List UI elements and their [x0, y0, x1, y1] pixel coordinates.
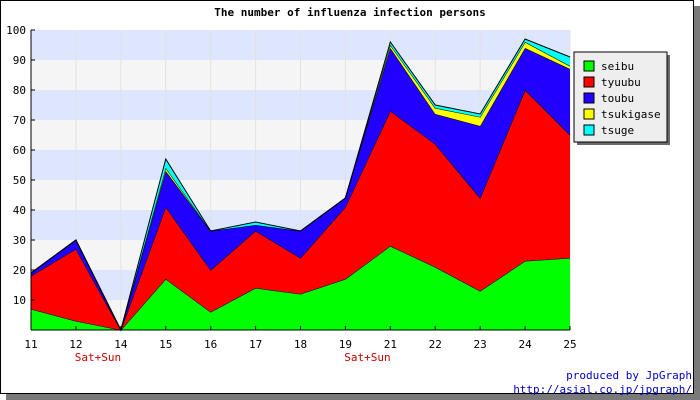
legend-label-tsukigase: tsukigase	[601, 108, 661, 121]
legend-swatch-tsukigase	[583, 108, 595, 120]
x-tick-note: Sat+Sun	[344, 351, 390, 364]
y-tick-label: 10	[13, 294, 26, 307]
footer-credit: produced by JpGraph	[566, 369, 692, 382]
area-tsukigase	[31, 42, 570, 330]
area-tyuubu	[31, 90, 570, 330]
x-tick-label: 22	[429, 338, 442, 351]
y-tick-label: 20	[13, 264, 26, 277]
y-tick-label: 90	[13, 54, 26, 67]
area-toubu	[31, 48, 570, 330]
x-tick-label: 17	[249, 338, 262, 351]
legend-swatch-seibu	[583, 60, 595, 72]
x-tick-label: 19	[339, 338, 352, 351]
y-tick-label: 40	[13, 204, 26, 217]
y-tick-label: 80	[13, 84, 26, 97]
x-tick-label: 14	[114, 338, 128, 351]
x-tick-label: 25	[563, 338, 576, 351]
x-tick-label: 16	[204, 338, 217, 351]
y-tick-label: 60	[13, 144, 26, 157]
legend-label-seibu: seibu	[601, 60, 634, 73]
y-tick-label: 50	[13, 174, 26, 187]
x-tick-label: 23	[474, 338, 487, 351]
legend-label-toubu: toubu	[601, 92, 634, 105]
chart-title: The number of influenza infection person…	[214, 6, 486, 19]
y-tick-label: 70	[13, 114, 26, 127]
legend-swatch-tyuubu	[583, 76, 595, 88]
x-tick-label: 24	[518, 338, 532, 351]
legend-label-tsuge: tsuge	[601, 124, 634, 137]
x-tick-label: 15	[159, 338, 172, 351]
x-tick-note: Sat+Sun	[75, 351, 121, 364]
legend-label-tyuubu: tyuubu	[601, 76, 641, 89]
x-tick-label: 11	[24, 338, 37, 351]
x-tick-label: 18	[294, 338, 307, 351]
y-tick-label: 30	[13, 234, 26, 247]
x-tick-label: 21	[384, 338, 397, 351]
y-tick-label: 100	[6, 24, 26, 37]
legend-swatch-tsuge	[583, 124, 595, 136]
legend-swatch-toubu	[583, 92, 595, 104]
footer-url-link[interactable]: http://asial.co.jp/jpgraph/	[513, 383, 692, 396]
x-tick-label: 12	[69, 338, 82, 351]
